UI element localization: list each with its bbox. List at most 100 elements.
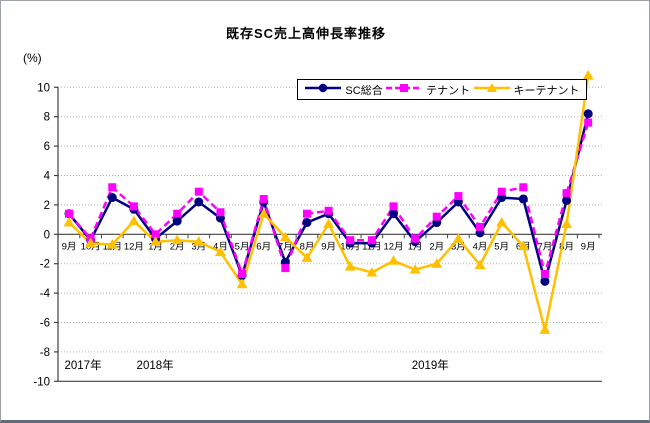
y-axis-unit-label: (%) (23, 51, 42, 65)
data-point-テナント (519, 183, 528, 192)
data-point-キーテナント (301, 252, 313, 262)
data-point-テナント (302, 209, 311, 218)
data-point-テナント (129, 202, 138, 211)
y-tick-label: 10 (37, 82, 50, 94)
data-point-テナント (238, 269, 247, 278)
data-point-SC総合 (107, 193, 117, 203)
data-point-SC総合 (302, 218, 312, 228)
data-point-SC総合 (583, 109, 593, 119)
x-category-label: 5月 (494, 241, 509, 252)
data-point-テナント (389, 202, 398, 211)
data-point-キーテナント (63, 217, 75, 227)
legend-entry-tenant: テナント (385, 81, 470, 99)
legend-label: SC総合 (345, 84, 383, 97)
x-category-label: 3月 (191, 241, 206, 252)
x-category-label: 7月 (278, 241, 293, 252)
x-category-label: 2月 (429, 241, 444, 252)
data-point-SC総合 (172, 216, 182, 226)
data-point-テナント (65, 209, 73, 218)
data-point-キーテナント (539, 324, 551, 334)
x-category-label: 4月 (473, 241, 488, 252)
data-point-キーテナント (431, 258, 443, 268)
data-point-SC総合 (518, 194, 528, 204)
year-label: 2019年 (412, 358, 449, 372)
data-point-キーテナント (344, 261, 356, 271)
year-label: 2018年 (137, 358, 174, 372)
legend-sample-line-circle (304, 81, 342, 99)
x-category-label: 6月 (256, 241, 271, 252)
data-point-テナント (454, 192, 463, 201)
data-point-テナント (411, 234, 420, 243)
x-category-label: 1月 (148, 241, 163, 252)
legend-sample-line-triangle (473, 81, 511, 99)
data-point-キーテナント (128, 215, 140, 226)
y-tick-label: 2 (44, 200, 50, 212)
year-label: 2017年 (65, 358, 102, 372)
series-line-0 (68, 113, 590, 283)
y-tick-label: -10 (33, 376, 50, 388)
series-line-2 (68, 75, 590, 332)
data-point-テナント (476, 222, 485, 231)
data-point-テナント (367, 236, 376, 245)
y-tick-label: 6 (44, 141, 50, 153)
x-category-label: 7月 (538, 241, 553, 252)
data-point-キーテナント (496, 217, 508, 227)
data-point-テナント (281, 264, 290, 273)
data-point-キーテナント (452, 233, 464, 243)
data-point-テナント (584, 118, 593, 127)
y-tick-label: -8 (40, 347, 50, 359)
y-tick-label: -2 (40, 259, 50, 271)
data-point-テナント (194, 187, 203, 196)
legend-entry-sc-total: SC総合 (304, 81, 383, 99)
data-point-テナント (497, 187, 506, 196)
x-category-label: 9月 (321, 241, 336, 252)
y-tick-label: 0 (44, 229, 50, 241)
legend-sample-line-square (385, 81, 423, 99)
data-point-テナント (259, 195, 268, 204)
x-category-label: 9月 (581, 241, 596, 252)
data-point-キーテナント (150, 236, 162, 246)
data-point-テナント (108, 183, 117, 192)
data-point-テナント (540, 269, 549, 278)
x-category-label: 1月 (408, 241, 423, 252)
data-point-キーテナント (236, 278, 248, 289)
data-point-テナント (324, 206, 333, 215)
data-point-テナント (346, 236, 355, 245)
data-point-キーテナント (193, 236, 205, 246)
data-point-テナント (216, 208, 225, 217)
data-point-テナント (562, 189, 571, 198)
y-tick-label: -4 (40, 288, 51, 300)
data-point-キーテナント (366, 267, 378, 277)
data-point-キーテナント (561, 218, 573, 229)
y-tick-label: 4 (44, 171, 51, 183)
x-category-label: 8月 (300, 241, 315, 252)
x-category-label: 3月 (451, 241, 466, 252)
data-point-キーテナント (214, 246, 226, 256)
legend-label: キーテナント (513, 84, 580, 97)
data-point-キーテナント (85, 237, 97, 248)
data-point-キーテナント (279, 231, 291, 242)
data-point-キーテナント (106, 239, 118, 249)
chart-title: 既存SC売上高伸長率推移 (225, 26, 387, 41)
legend: SC総合 テナント キーテナント (297, 79, 587, 100)
x-category-label: 8月 (559, 241, 574, 252)
data-point-キーテナント (409, 264, 421, 274)
data-point-キーテナント (323, 218, 335, 229)
y-tick-label: -6 (40, 318, 50, 330)
y-tick-label: 8 (44, 112, 50, 124)
data-point-テナント (151, 230, 160, 239)
x-category-label: 12月 (124, 241, 144, 252)
x-category-label: 5月 (235, 241, 250, 252)
x-category-label: 9月 (62, 241, 77, 252)
data-point-キーテナント (582, 70, 594, 80)
legend-entry-key-tenant: キーテナント (473, 81, 580, 99)
data-point-SC総合 (540, 276, 550, 286)
data-point-テナント (432, 212, 441, 221)
data-point-キーテナント (474, 259, 486, 270)
data-point-キーテナント (171, 234, 183, 245)
data-point-SC総合 (194, 197, 204, 207)
legend-label: テナント (426, 84, 471, 97)
x-category-label: 12月 (383, 241, 403, 252)
